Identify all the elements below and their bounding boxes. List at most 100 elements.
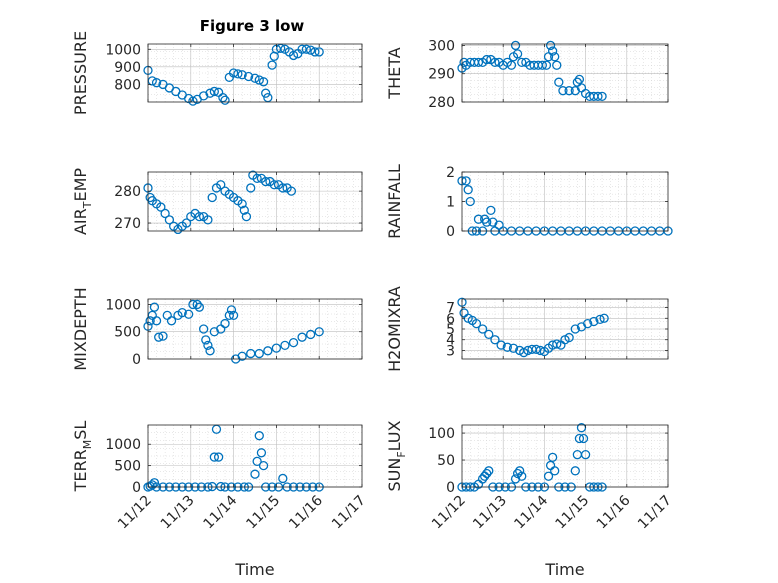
- data-point: [241, 211, 252, 222]
- data-point: [496, 340, 506, 350]
- ticks: [147, 44, 363, 102]
- x-axis-label: Time: [544, 560, 584, 579]
- data-point: [570, 324, 580, 334]
- data-point: [250, 73, 260, 83]
- data-point: [564, 86, 574, 96]
- data-point: [151, 316, 162, 326]
- data-point: [301, 44, 312, 54]
- data-point: [473, 214, 484, 224]
- y-axis-label: AIRTEMP: [71, 168, 94, 235]
- data-point: [465, 196, 475, 207]
- data-point: [177, 307, 187, 318]
- y-tick-label: 4: [446, 333, 455, 349]
- data-point: [459, 57, 469, 68]
- y-tick-label: 500: [114, 459, 141, 475]
- data-point: [151, 78, 162, 88]
- subplot-5: 0 500 1000 MIXDEPTH: [71, 287, 363, 371]
- data-point: [484, 466, 494, 476]
- data-point: [482, 54, 492, 65]
- x-tick-label: 11/12: [429, 493, 469, 533]
- y-axis-label: SUNFLUX: [385, 420, 408, 491]
- data-point: [543, 471, 554, 481]
- data-point: [194, 211, 205, 222]
- y-tick-label: 280: [114, 184, 141, 200]
- subplot-8: 0 50 100 11/12 11/13 11/14 11/15 11/16 11/17 Time…: [385, 420, 675, 579]
- y-tick-label: 50: [437, 453, 455, 469]
- data-point: [486, 205, 496, 216]
- data-point: [226, 305, 237, 315]
- axes-box: [147, 424, 363, 488]
- data-point: [288, 337, 299, 348]
- y-tick-label: 7: [446, 301, 455, 317]
- axes-box: [147, 171, 363, 232]
- ticks: [147, 299, 363, 360]
- data-point: [207, 192, 217, 203]
- data-point: [198, 324, 209, 334]
- data-point: [192, 299, 202, 310]
- axes-box: [461, 43, 669, 103]
- data-point: [570, 466, 580, 476]
- subplot-3: 270 280 AIRTEMP: [71, 168, 363, 235]
- data-point: [535, 345, 545, 356]
- data-point: [263, 346, 273, 356]
- data-point: [531, 344, 541, 355]
- data-point: [154, 332, 164, 342]
- ticks: [147, 425, 363, 488]
- data-point: [314, 327, 324, 337]
- data-point: [205, 346, 215, 356]
- figure-title: Figure 3 low: [200, 17, 305, 35]
- data-point: [261, 176, 271, 187]
- data-point: [599, 313, 609, 323]
- data-point: [254, 431, 264, 441]
- data-point: [482, 468, 492, 479]
- ticks: [461, 44, 669, 103]
- data-point: [502, 342, 512, 352]
- y-axis-label: THETA: [385, 47, 404, 99]
- data-point: [166, 316, 177, 326]
- x-tick-label: 11/16: [286, 492, 326, 532]
- data-point: [237, 351, 247, 361]
- data-point: [280, 340, 290, 351]
- data-points: [143, 170, 297, 235]
- x-tick-label: 11/14: [511, 492, 551, 532]
- data-point: [156, 202, 166, 212]
- x-tick-label: 11/14: [201, 492, 241, 532]
- data-point: [574, 433, 585, 444]
- data-point: [537, 60, 547, 70]
- data-point: [201, 335, 211, 345]
- data-point: [286, 186, 297, 196]
- y-tick-label: 0: [132, 352, 141, 368]
- data-point: [145, 316, 155, 326]
- data-point: [558, 86, 568, 96]
- data-point: [243, 71, 254, 82]
- data-point: [547, 452, 558, 462]
- data-point: [149, 302, 160, 312]
- data-point: [490, 335, 500, 345]
- ticks: [461, 299, 669, 359]
- data-point: [305, 45, 316, 55]
- data-point: [310, 47, 320, 57]
- y-tick-label: 280: [428, 95, 455, 111]
- data-point: [209, 86, 219, 97]
- data-point: [552, 339, 562, 349]
- data-point: [550, 466, 560, 476]
- data-point: [220, 318, 230, 329]
- data-point: [554, 77, 564, 87]
- data-point: [512, 49, 523, 59]
- plot-area: [148, 299, 362, 359]
- data-point: [213, 452, 224, 462]
- y-tick-label: 100: [428, 426, 455, 442]
- axes-box: [147, 43, 363, 103]
- data-point: [233, 69, 243, 79]
- minor-grid: [462, 425, 668, 487]
- data-point: [209, 452, 219, 462]
- data-point: [589, 316, 599, 327]
- data-point: [463, 185, 473, 195]
- ticks: [147, 172, 363, 231]
- data-point: [184, 309, 194, 319]
- data-point: [506, 60, 517, 70]
- data-point: [580, 450, 591, 460]
- ticks: [461, 425, 669, 488]
- x-tick-label: 11/16: [594, 492, 634, 532]
- y-axis-label: RAINFALL: [385, 164, 404, 239]
